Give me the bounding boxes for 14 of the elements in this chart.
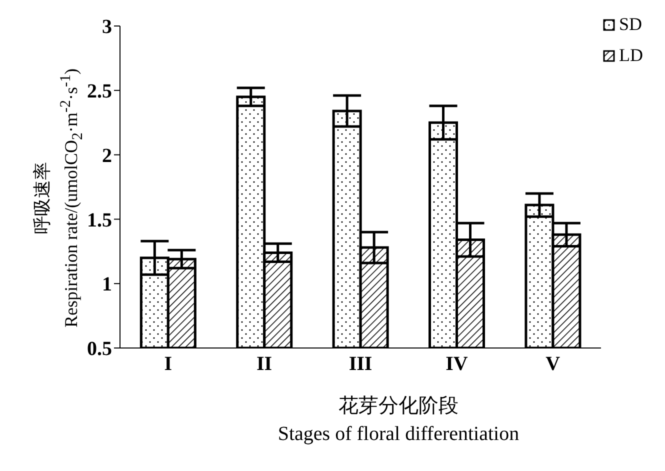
y-tick-label: 1.5 [87,209,112,232]
y-tick-label: 2 [102,144,112,167]
x-tick-label: II [256,353,272,376]
x-tick-label: I [164,353,172,376]
x-tick-label: V [546,353,561,376]
x-tick-label: III [348,353,372,376]
y-tick-label: 1 [102,274,112,296]
x-tick-label: IV [446,353,468,376]
legend-label: LD [619,45,643,66]
x-axis-title: 花芽分化阶段 Stages of floral differentiation [276,394,520,447]
legend-label: SD [619,14,642,35]
y-tick-label: 0.5 [87,338,112,360]
y-tick-label: 3 [102,16,112,38]
y-tick-label: 2.5 [87,80,112,102]
